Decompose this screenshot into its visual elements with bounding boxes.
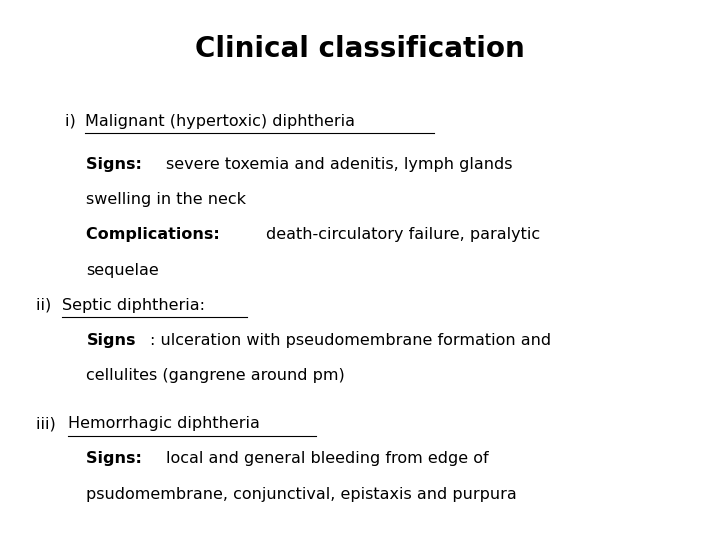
Text: sequelae: sequelae <box>86 262 159 278</box>
Text: iii): iii) <box>36 416 61 431</box>
Text: ii): ii) <box>36 298 56 313</box>
Text: Signs:: Signs: <box>86 157 148 172</box>
Text: psudomembrane, conjunctival, epistaxis and purpura: psudomembrane, conjunctival, epistaxis a… <box>86 487 517 502</box>
Text: Signs:: Signs: <box>86 451 148 467</box>
Text: Clinical classification: Clinical classification <box>195 35 525 63</box>
Text: Septic diphtheria:: Septic diphtheria: <box>63 298 205 313</box>
Text: severe toxemia and adenitis, lymph glands: severe toxemia and adenitis, lymph gland… <box>166 157 512 172</box>
Text: swelling in the neck: swelling in the neck <box>86 192 246 207</box>
Text: cellulites (gangrene around pm): cellulites (gangrene around pm) <box>86 368 345 383</box>
Text: death-circulatory failure, paralytic: death-circulatory failure, paralytic <box>266 227 541 242</box>
Text: Hemorrhagic diphtheria: Hemorrhagic diphtheria <box>68 416 260 431</box>
Text: Malignant (hypertoxic) diphtheria: Malignant (hypertoxic) diphtheria <box>85 114 355 129</box>
Text: Signs: Signs <box>86 333 136 348</box>
Text: i): i) <box>65 114 81 129</box>
Text: local and general bleeding from edge of: local and general bleeding from edge of <box>166 451 488 467</box>
Text: : ulceration with pseudomembrane formation and: : ulceration with pseudomembrane formati… <box>150 333 552 348</box>
Text: Complications:: Complications: <box>86 227 226 242</box>
